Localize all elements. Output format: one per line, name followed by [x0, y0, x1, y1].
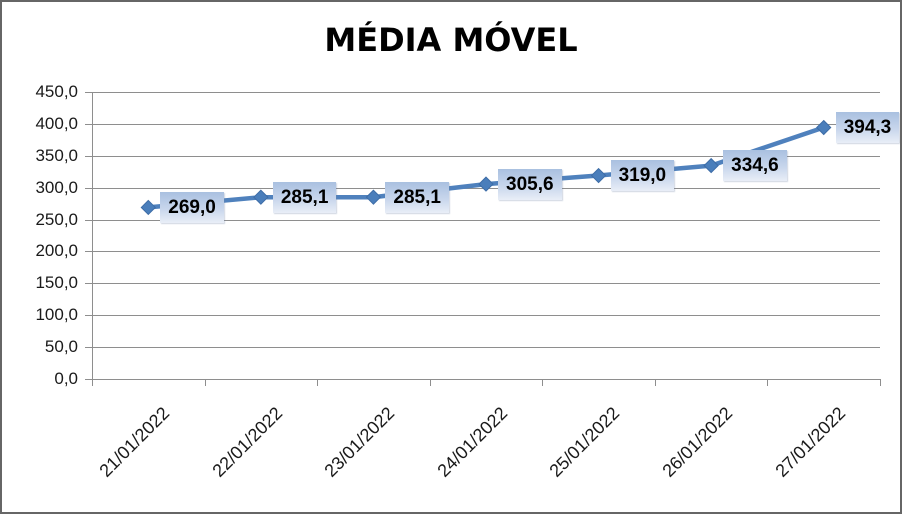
data-point-marker — [816, 119, 832, 136]
chart-title: MÉDIA MÓVEL — [324, 21, 578, 59]
y-axis-label: 250,0 — [35, 210, 78, 229]
gridline — [92, 379, 880, 380]
data-label: 305,6 — [498, 168, 562, 200]
y-axis-label: 100,0 — [35, 305, 78, 324]
x-axis-label: 27/01/2022 — [771, 403, 849, 481]
gridline — [92, 283, 880, 284]
y-axis-label: 350,0 — [35, 146, 78, 165]
x-axis-label: 22/01/2022 — [208, 403, 287, 481]
y-axis-tick — [85, 220, 92, 221]
y-axis-label: 400,0 — [35, 114, 78, 133]
gridline — [92, 124, 880, 125]
x-axis-label: 23/01/2022 — [320, 403, 399, 481]
gridline — [92, 92, 880, 93]
y-axis-label: 150,0 — [35, 273, 78, 292]
data-label: 319,0 — [610, 160, 675, 192]
y-axis-tick — [85, 124, 92, 125]
x-axis-label: 25/01/2022 — [545, 403, 624, 481]
y-axis-label: 300,0 — [35, 178, 78, 197]
data-label: 285,1 — [385, 181, 449, 213]
y-axis-label: 200,0 — [35, 241, 78, 260]
y-axis-label: 450,0 — [35, 82, 78, 101]
data-label: 394,3 — [835, 112, 900, 144]
data-point-marker — [590, 167, 607, 184]
y-axis-tick — [85, 347, 92, 348]
y-axis-label: 0,0 — [54, 369, 78, 388]
x-axis-label: 24/01/2022 — [433, 403, 512, 481]
y-axis-tick — [85, 283, 92, 284]
gridline — [92, 347, 880, 348]
x-axis-tick — [655, 379, 656, 386]
data-label: 269,0 — [160, 191, 224, 223]
y-axis-tick — [85, 251, 92, 252]
x-axis-label: 21/01/2022 — [95, 403, 174, 481]
gridline — [92, 251, 880, 252]
x-axis-tick — [317, 379, 318, 386]
y-axis-tick — [85, 315, 92, 316]
data-point-marker — [253, 189, 269, 205]
data-label: 285,1 — [272, 181, 337, 213]
x-axis-tick — [542, 379, 543, 386]
x-axis-tick — [92, 379, 93, 386]
gridline — [92, 220, 880, 221]
x-axis-label: 26/01/2022 — [658, 403, 737, 481]
y-axis-tick — [85, 188, 92, 189]
data-point-marker — [703, 157, 719, 174]
y-axis-tick — [85, 379, 92, 380]
gridline — [92, 315, 880, 316]
y-axis-tick — [85, 92, 92, 93]
y-axis-label: 50,0 — [44, 337, 78, 356]
gridline — [92, 188, 880, 189]
data-label: 334,6 — [723, 150, 787, 182]
x-axis-tick — [880, 379, 881, 386]
x-axis-tick — [767, 379, 768, 386]
data-point-marker — [365, 189, 382, 205]
y-axis-line — [92, 92, 93, 380]
data-point-marker — [140, 199, 156, 216]
x-axis-tick — [430, 379, 431, 386]
x-axis-tick — [205, 379, 206, 386]
y-axis-tick — [85, 156, 92, 157]
